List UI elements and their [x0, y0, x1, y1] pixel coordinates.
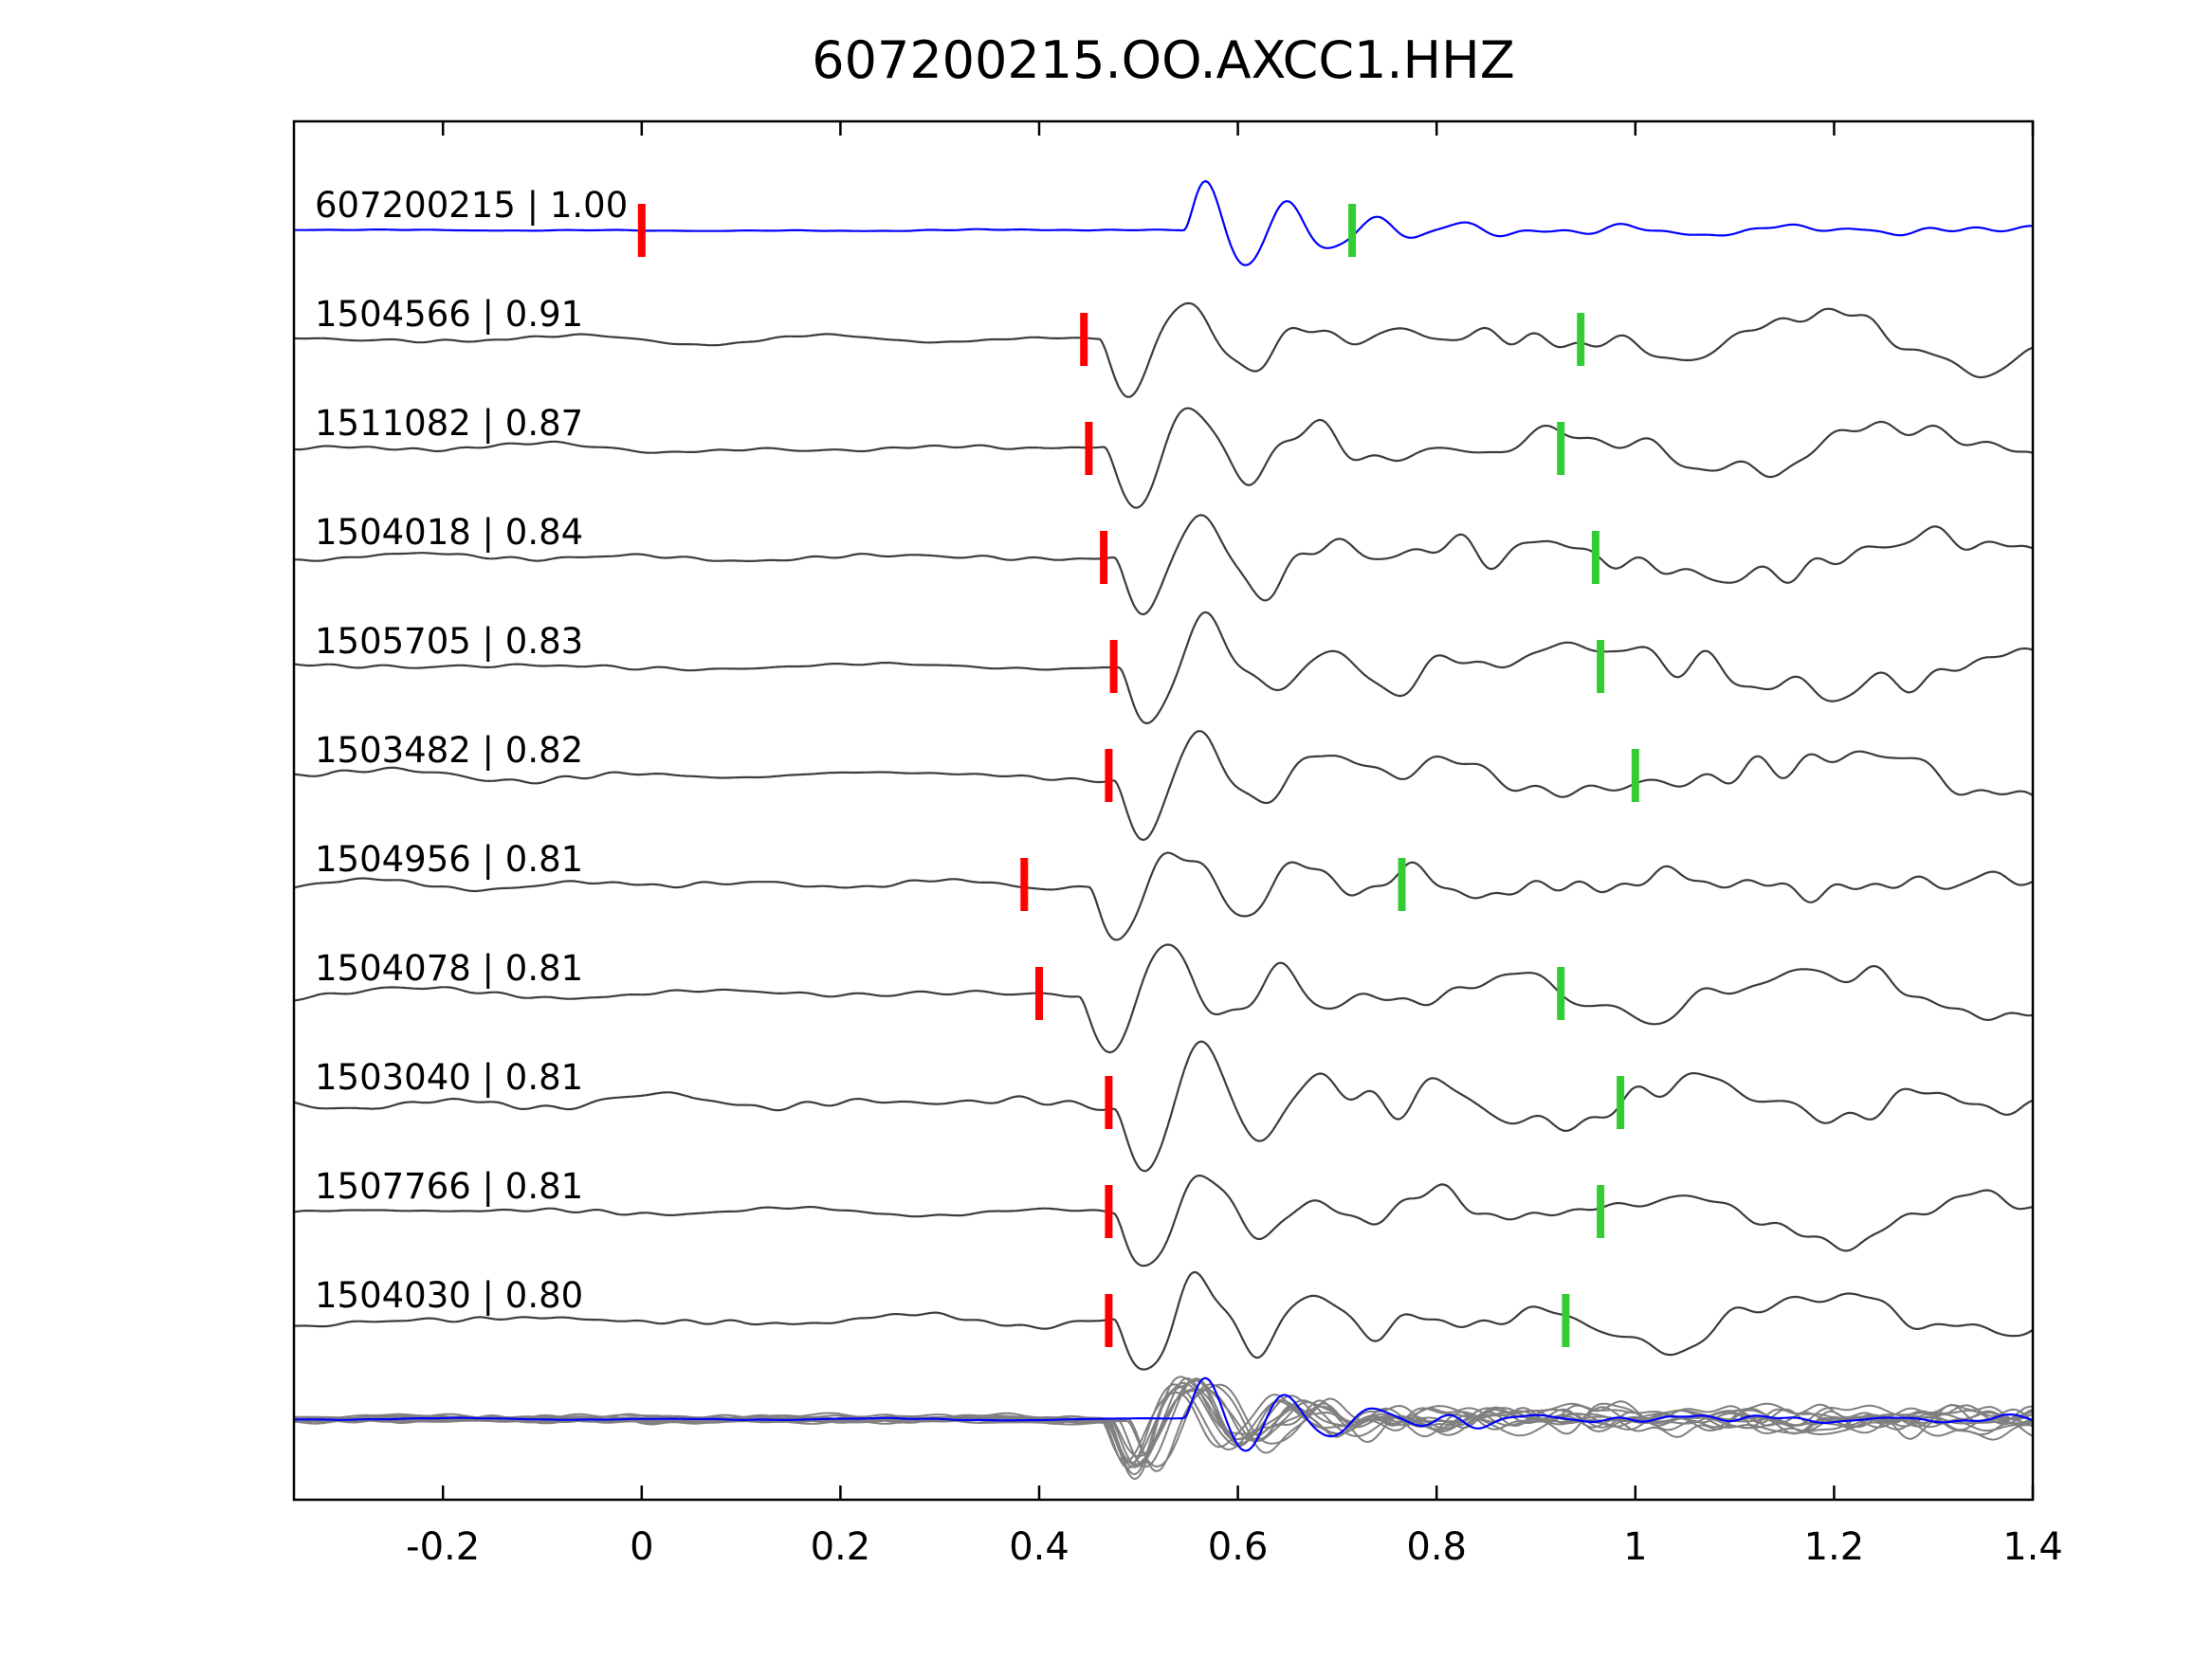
trace-label: 1504078 | 0.81 — [315, 948, 583, 989]
match-waveform — [294, 943, 2033, 1054]
template-waveform — [294, 180, 2033, 266]
match-waveform — [294, 407, 2033, 509]
chart-title: 607200215.OO.AXCC1.HHZ — [812, 30, 1515, 90]
pick-marker-green — [1591, 531, 1600, 584]
match-waveform — [294, 301, 2033, 398]
pick-marker-red — [1100, 531, 1108, 584]
trace-label: 1504956 | 0.81 — [315, 839, 583, 880]
pick-marker-red — [637, 204, 646, 257]
x-tick-label: 0.8 — [1406, 1525, 1467, 1569]
match-waveform — [294, 851, 2033, 941]
pick-marker-red — [1035, 967, 1043, 1020]
trace-label: 1505705 | 0.83 — [315, 621, 583, 662]
pick-marker-green — [1617, 1076, 1625, 1129]
match-waveform — [294, 1270, 2033, 1371]
pick-marker-green — [1557, 422, 1565, 475]
overlay-waveform — [294, 1388, 2033, 1468]
pick-marker-red — [1109, 640, 1118, 693]
trace-label: 1511082 | 0.87 — [315, 403, 583, 444]
pick-marker-green — [1577, 313, 1585, 366]
pick-marker-green — [1597, 640, 1605, 693]
trace-label: 1503482 | 0.82 — [315, 730, 583, 771]
plot-border — [292, 119, 2035, 1502]
trace-label: 1507766 | 0.81 — [315, 1166, 583, 1207]
pick-marker-green — [1557, 967, 1565, 1020]
pick-marker-green — [1398, 858, 1406, 911]
trace-labels-layer: 607200215 | 1.00 1504566 | 0.91 1511082 | … — [315, 185, 628, 1316]
pick-marker-red — [1105, 1076, 1113, 1129]
x-tick-label: 0 — [630, 1525, 653, 1569]
x-tick-label: 1.2 — [1804, 1525, 1865, 1569]
match-waveform — [294, 729, 2033, 841]
trace-label: 1504018 | 0.84 — [315, 512, 583, 553]
x-tick-label: 0.4 — [1009, 1525, 1069, 1569]
pick-marker-green — [1597, 1185, 1605, 1238]
match-waveform — [294, 1040, 2033, 1173]
axis-layer: -0.2 0 0.2 0.4 0.6 0.8 1 1.2 1.4 — [406, 121, 2063, 1569]
x-tick-label: 1 — [1623, 1525, 1647, 1569]
overlay-template-waveform — [294, 1376, 2033, 1452]
match-waveform — [294, 514, 2033, 616]
pick-marker-red — [1105, 1294, 1113, 1347]
pick-marker-red — [1020, 858, 1029, 911]
pick-marker-green — [1348, 204, 1357, 257]
trace-label: 1504566 | 0.91 — [315, 294, 583, 335]
pick-marker-red — [1105, 749, 1113, 802]
x-tick-label: 1.4 — [2002, 1525, 2063, 1569]
trace-label: 1503040 | 0.81 — [315, 1057, 583, 1098]
match-waveform — [294, 611, 2033, 724]
x-tick-label: 0.2 — [811, 1525, 871, 1569]
match-waveform — [294, 1174, 2033, 1267]
pick-marker-green — [1562, 1294, 1570, 1347]
pick-marker-green — [1631, 749, 1639, 802]
pick-marker-red — [1080, 313, 1088, 366]
trace-label: 607200215 | 1.00 — [315, 185, 628, 226]
x-tick-label: -0.2 — [406, 1525, 480, 1569]
pick-markers-layer — [637, 204, 1639, 1347]
x-tick-label: 0.6 — [1208, 1525, 1269, 1569]
pick-marker-red — [1085, 422, 1093, 475]
trace-label: 1504030 | 0.80 — [315, 1275, 583, 1316]
pick-marker-red — [1105, 1185, 1113, 1238]
traces-layer — [294, 180, 2033, 1481]
